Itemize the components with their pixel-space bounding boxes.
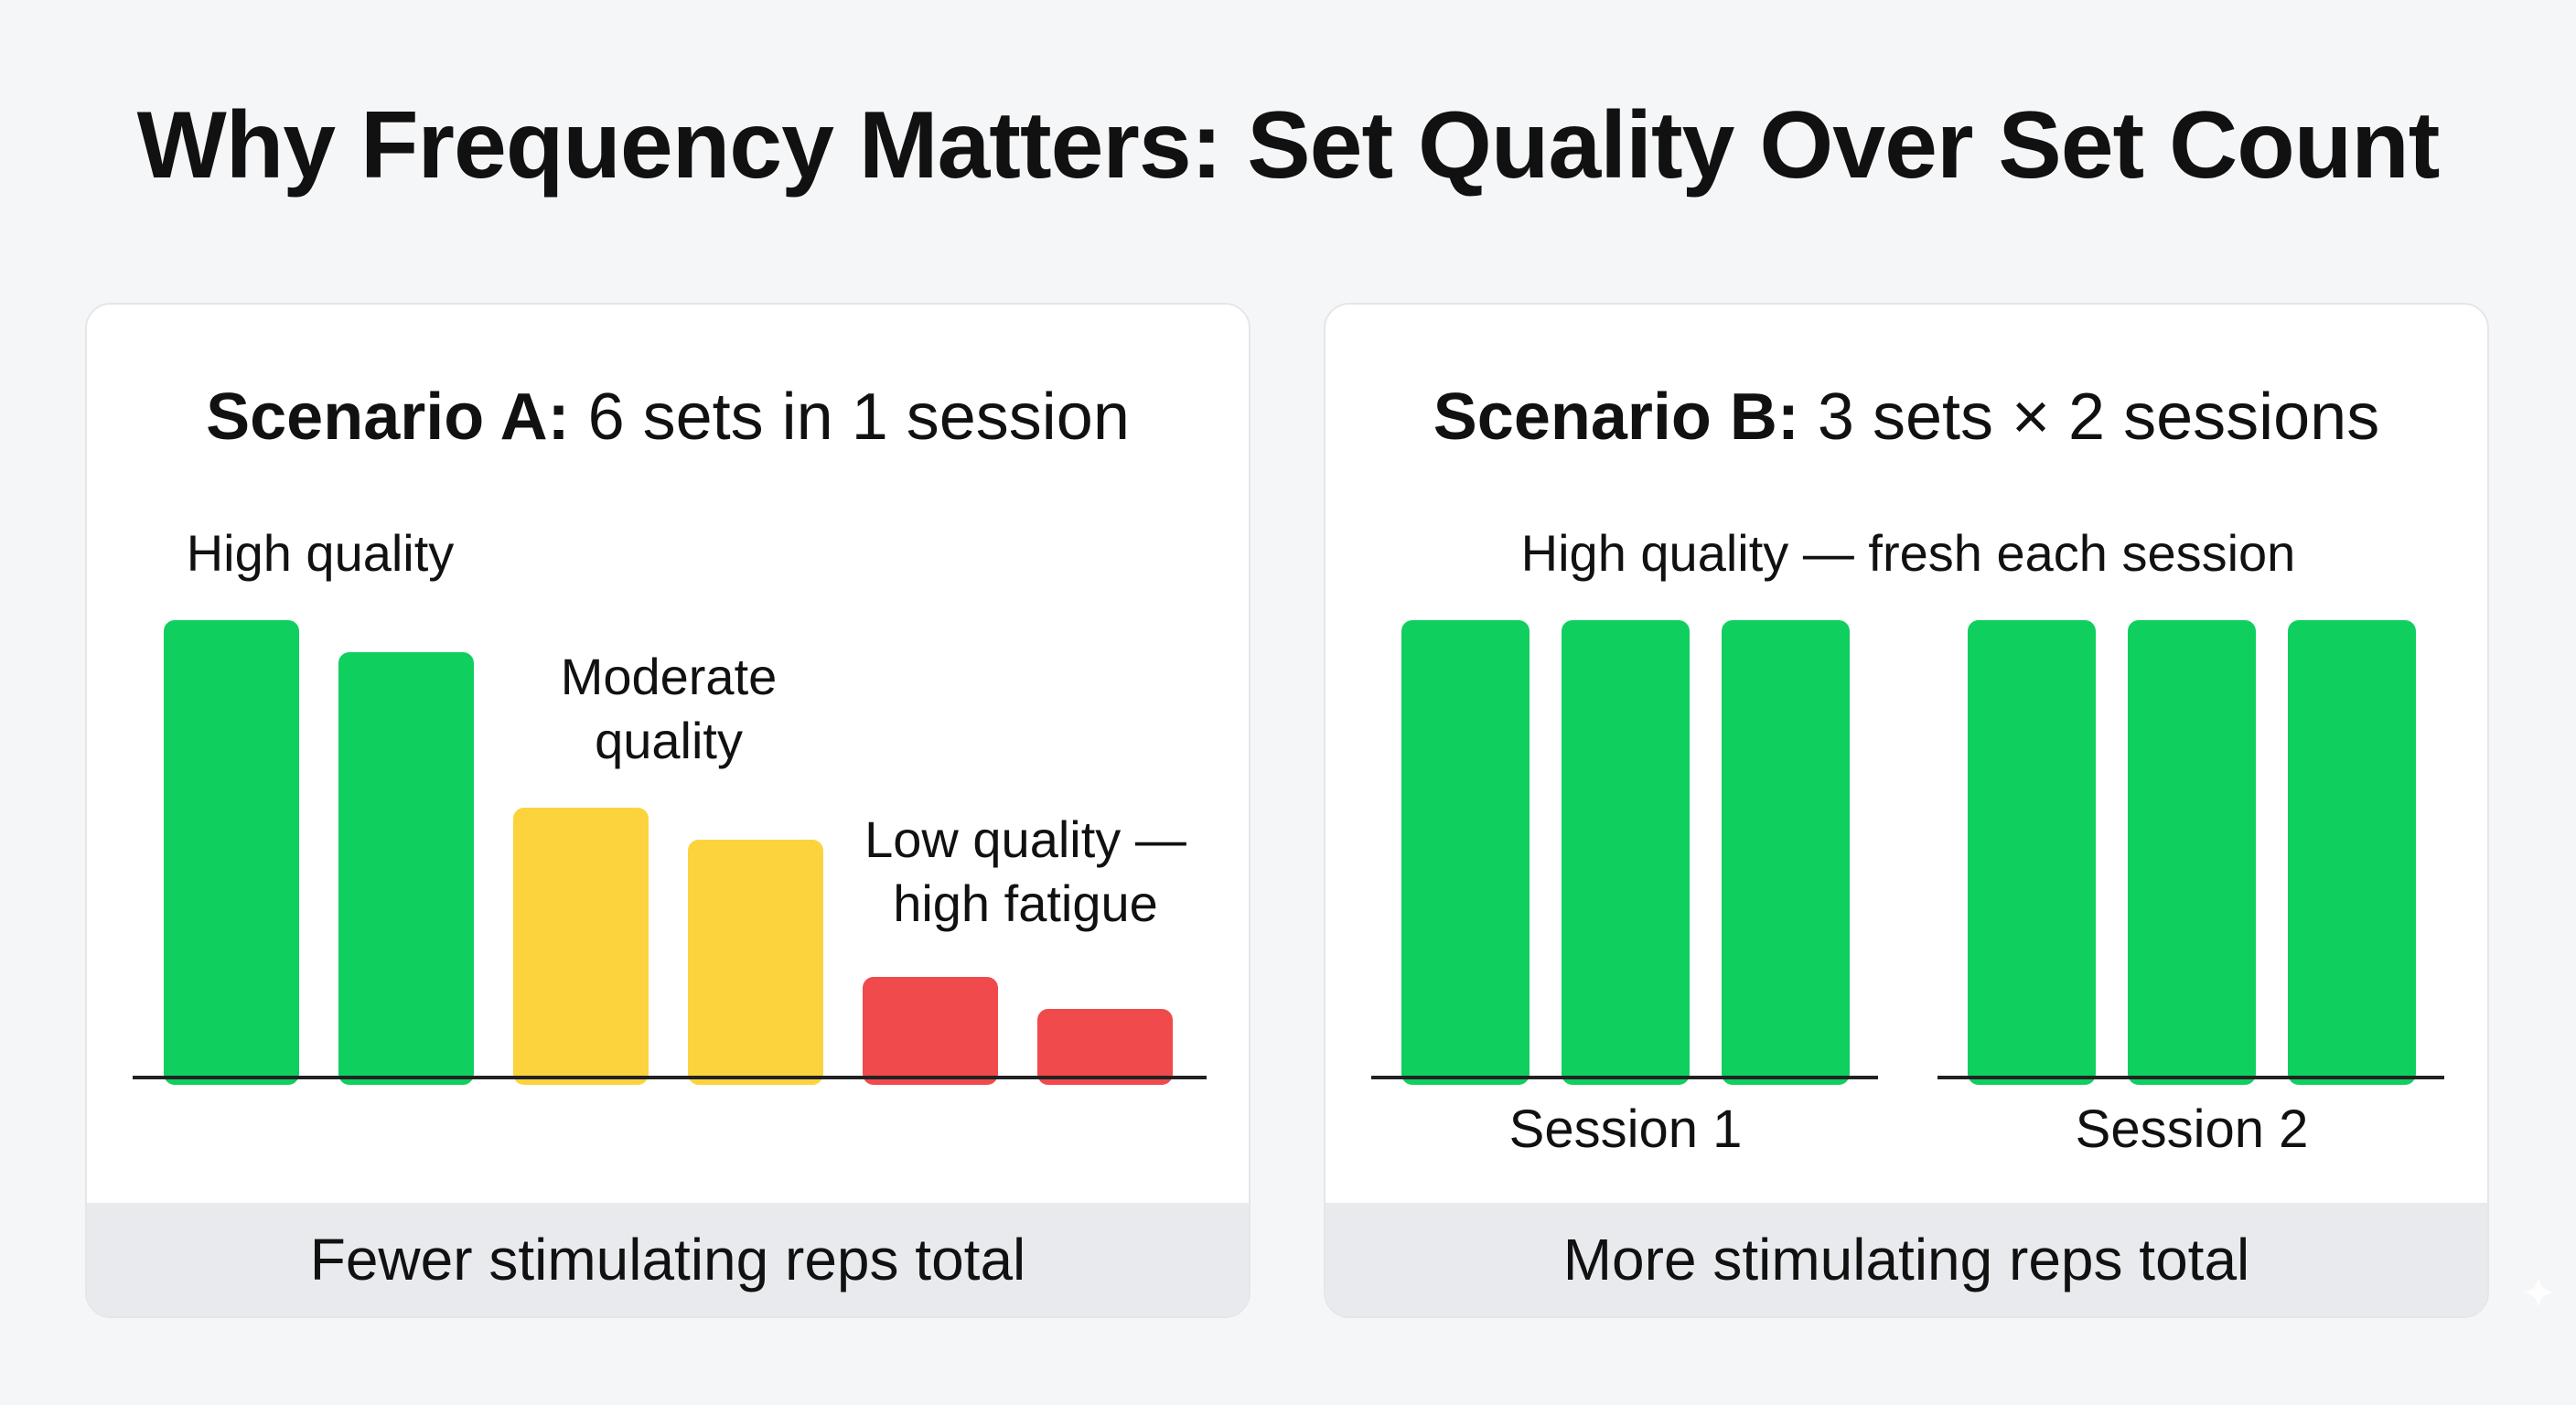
scenario-a-low-quality-label-line-1: Low quality — [864, 810, 1186, 868]
scenario-a-high-quality-label-line-1: High quality [187, 524, 455, 582]
scenario-b-title: Scenario B: 3 sets × 2 sessions [1326, 378, 2487, 456]
scenario-a-title-rest: 6 sets in 1 session [569, 381, 1130, 454]
scenario-b-session-2-bar-3 [2288, 620, 2416, 1085]
scenario-a-bar-1 [164, 620, 299, 1085]
scenario-a-title-lead: Scenario A: [206, 381, 570, 454]
scenario-a-footer-text: Fewer stimulating reps total [309, 1227, 1026, 1292]
scenario-a-moderate-quality-label-line-1: Moderate [561, 648, 778, 705]
scenario-b-footer: More stimulating reps total [1326, 1203, 2487, 1316]
scenario-a-bar-2 [338, 652, 474, 1085]
scenario-b-session-2-bar-1 [1968, 620, 2096, 1085]
scenario-b-title-lead: Scenario B: [1433, 381, 1799, 454]
scenario-b-footer-text: More stimulating reps total [1562, 1227, 2250, 1292]
scenario-b-session-1-bar-1 [1401, 620, 1530, 1085]
scenario-b-title-rest: 3 sets × 2 sessions [1798, 381, 2380, 454]
scenario-a-footer: Fewer stimulating reps total [87, 1203, 1249, 1316]
page-title: Why Frequency Matters: Set Quality Over … [136, 92, 2441, 198]
scenario-a-chart: High quality Moderate quality Low quality —… [133, 524, 1207, 1085]
scenario-a-moderate-quality-label-line-2: quality [595, 712, 743, 769]
scenario-b-high-quality-label-line-1: High quality — fresh each session [1521, 524, 2296, 582]
scenario-a-low-quality-label-line-2: high fatigue [893, 874, 1158, 932]
scenario-a-bar-3 [513, 808, 649, 1085]
scenario-a-bar-6 [1037, 1009, 1173, 1085]
scenario-a-bar-5 [863, 977, 998, 1085]
scenario-b-session-2-label: Session 2 [2076, 1099, 2309, 1159]
scenario-b-session-2-bar-2 [2128, 620, 2256, 1085]
scenario-b-session-1-label: Session 1 [1509, 1099, 1743, 1159]
sparkle-icon [2523, 1277, 2554, 1308]
scenario-a-title: Scenario A: 6 sets in 1 session [87, 378, 1249, 456]
scenario-a-panel: Scenario A: 6 sets in 1 session High qua… [85, 303, 1250, 1318]
scenario-b-panel: Scenario B: 3 sets × 2 sessions Session … [1324, 303, 2489, 1318]
scenario-a-bar-4 [688, 840, 823, 1085]
scenario-b-session-1-bar-2 [1562, 620, 1690, 1085]
scenario-b-chart: Session 1 Session 2 High quality — fresh e… [1371, 524, 2444, 1159]
scenario-b-session-1-bar-3 [1722, 620, 1850, 1085]
